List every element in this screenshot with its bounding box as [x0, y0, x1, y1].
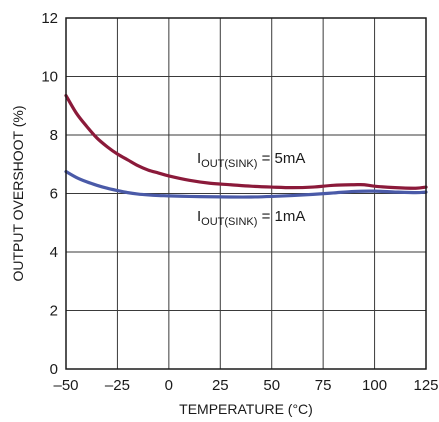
tick-labels: –50 –25 0 25 50 75 100 125 0 2 4 6 8 10 12: [41, 10, 438, 394]
x-tick-label: 100: [362, 377, 387, 394]
series-line-1ma: [64, 169, 428, 199]
y-tick-label: 8: [50, 127, 58, 144]
y-tick-label: 6: [50, 186, 58, 203]
y-tick-label: 12: [41, 10, 58, 27]
y-tick-label: 2: [50, 303, 58, 320]
annotation-value: = 5mA: [257, 150, 305, 167]
series-line-5ma: [64, 93, 428, 190]
annotation-symbol: I: [197, 208, 201, 225]
y-tick-label: 4: [50, 244, 58, 261]
plot-frame: [65, 17, 427, 370]
x-axis-label: TEMPERATURE (°C): [179, 401, 313, 417]
x-tick-label: –50: [53, 377, 78, 394]
x-tick-label: –25: [105, 377, 130, 394]
x-tick-label: 125: [413, 377, 438, 394]
x-tick-label: 0: [165, 377, 173, 394]
grid: [66, 18, 426, 369]
annotation-1ma: IOUT(SINK) = 1mA: [197, 208, 305, 228]
annotation-subscript: OUT(SINK): [201, 216, 257, 228]
annotation-value: = 1mA: [257, 208, 305, 225]
series-layer: [64, 93, 428, 199]
y-tick-label: 10: [41, 69, 58, 86]
y-axis-label: OUTPUT OVERSHOOT (%): [10, 105, 26, 281]
x-tick-label: 75: [315, 377, 332, 394]
annotation-subscript: OUT(SINK): [201, 158, 257, 170]
y-tick-label: 0: [50, 361, 58, 378]
annotation-5ma: IOUT(SINK) = 5mA: [197, 150, 305, 170]
x-tick-label: 25: [212, 377, 229, 394]
annotation-symbol: I: [197, 150, 201, 167]
x-tick-label: 50: [263, 377, 280, 394]
